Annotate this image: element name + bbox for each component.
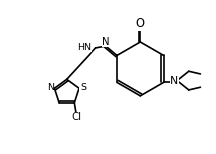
Text: Cl: Cl bbox=[71, 112, 81, 122]
Text: S: S bbox=[80, 83, 86, 92]
Text: O: O bbox=[136, 17, 145, 30]
Text: N: N bbox=[170, 77, 178, 87]
Text: HN: HN bbox=[77, 43, 91, 52]
Text: N: N bbox=[47, 83, 54, 92]
Text: N: N bbox=[102, 37, 110, 47]
